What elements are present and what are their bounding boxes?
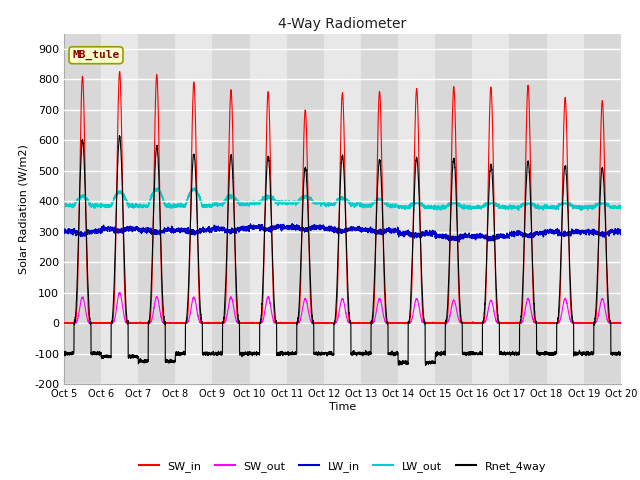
Bar xyxy=(324,34,361,384)
Y-axis label: Solar Radiation (W/m2): Solar Radiation (W/m2) xyxy=(19,144,28,274)
Bar xyxy=(584,34,621,384)
Text: MB_tule: MB_tule xyxy=(72,50,120,60)
Bar xyxy=(509,34,547,384)
Bar xyxy=(175,34,212,384)
Legend: SW_in, SW_out, LW_in, LW_out, Rnet_4way: SW_in, SW_out, LW_in, LW_out, Rnet_4way xyxy=(134,457,550,477)
X-axis label: Time: Time xyxy=(329,402,356,412)
Title: 4-Way Radiometer: 4-Way Radiometer xyxy=(278,17,406,31)
Bar xyxy=(398,34,435,384)
Bar xyxy=(361,34,398,384)
Bar xyxy=(547,34,584,384)
Bar xyxy=(472,34,509,384)
Bar xyxy=(212,34,250,384)
Bar xyxy=(250,34,287,384)
Bar xyxy=(435,34,472,384)
Bar xyxy=(138,34,175,384)
Bar xyxy=(101,34,138,384)
Bar xyxy=(64,34,101,384)
Bar xyxy=(287,34,324,384)
